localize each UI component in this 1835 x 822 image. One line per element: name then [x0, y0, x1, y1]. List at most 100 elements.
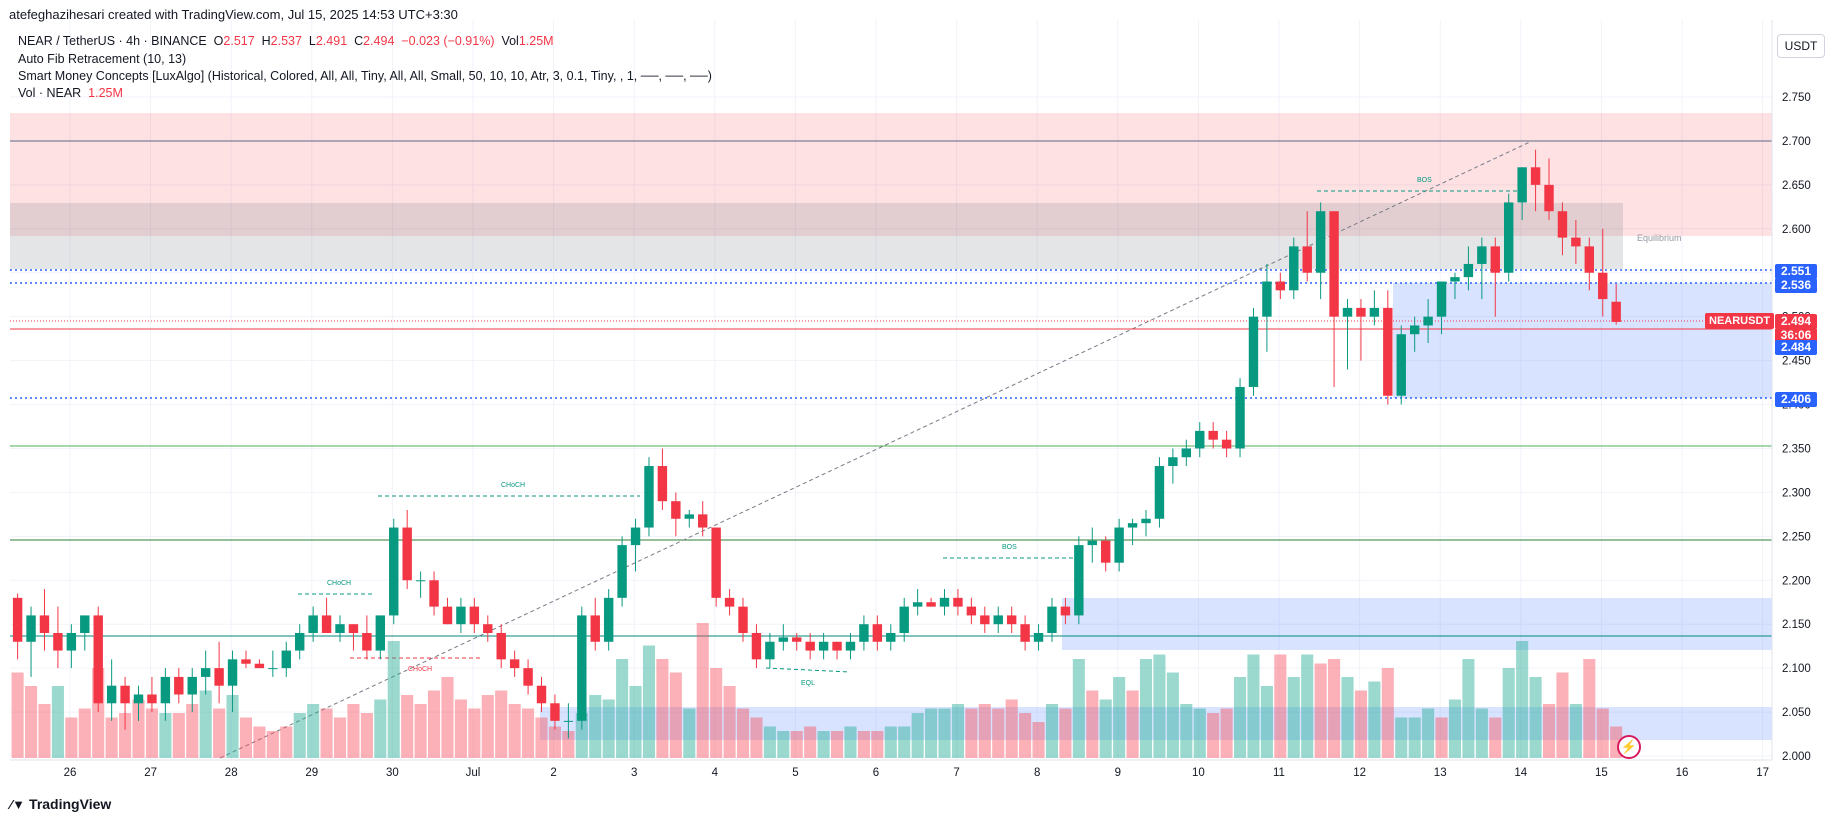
fib-trend-line	[219, 140, 1533, 759]
volume-bar	[1556, 672, 1569, 758]
volume-bar	[1139, 659, 1153, 758]
candle	[362, 615, 372, 660]
candle	[106, 659, 117, 721]
candle	[966, 597, 977, 625]
candle-body	[1315, 211, 1326, 273]
volume-bar	[1059, 708, 1072, 758]
candle	[66, 624, 77, 669]
candle	[711, 527, 721, 607]
y-tick-label: 2.750	[1782, 92, 1811, 104]
candle-body	[174, 676, 184, 695]
volume-bar	[723, 686, 736, 758]
candle	[1262, 263, 1272, 352]
candle	[1544, 158, 1554, 221]
x-tick-label: 4	[712, 767, 719, 779]
candle	[617, 536, 627, 607]
candle	[805, 632, 815, 660]
legend-symbol[interactable]: NEAR / TetherUS · 4h · BINANCE	[18, 34, 207, 48]
candle-body	[832, 641, 842, 651]
legend-vol: 1.25M	[518, 34, 554, 48]
volume-bar	[1368, 681, 1381, 758]
volume-bar	[871, 731, 884, 758]
volume-bar	[293, 713, 306, 758]
candle-body	[483, 624, 493, 633]
candle	[939, 589, 950, 616]
volume-bar	[522, 708, 535, 758]
volume-bar	[1542, 704, 1556, 758]
candle-body	[1101, 540, 1111, 563]
volume-bar	[642, 645, 656, 758]
volume-bar	[1569, 704, 1582, 758]
candle-body	[1490, 246, 1500, 273]
candle-body	[389, 527, 399, 616]
volume-bar	[763, 726, 776, 758]
candle	[1490, 237, 1500, 317]
x-tick-label: 11	[1273, 767, 1285, 779]
x-tick-label: 5	[792, 767, 798, 779]
candle	[536, 676, 547, 713]
volume-bar	[1529, 677, 1542, 758]
volume-bar	[51, 686, 64, 758]
candle	[1504, 193, 1514, 282]
volume-bar	[186, 704, 199, 758]
legend-fib[interactable]: Auto Fib Retracement (10, 13)	[18, 52, 187, 66]
candle	[1383, 290, 1393, 405]
volume-bar	[830, 731, 844, 758]
tradingview-footer[interactable]: ⁄▼ TradingView	[10, 796, 111, 812]
candle-body	[1262, 281, 1272, 317]
bos-label-2: BOS	[1002, 544, 1017, 551]
candle	[241, 650, 251, 669]
volume-bar	[132, 699, 145, 758]
volume-bar	[1489, 717, 1502, 758]
y-tick-label: 2.150	[1782, 619, 1811, 631]
volume-bar	[280, 726, 293, 758]
candle	[765, 632, 775, 669]
volume-bar	[696, 623, 709, 758]
lightning-icon[interactable]: ⚡	[1617, 735, 1641, 759]
legend-smc[interactable]: Smart Money Concepts [LuxAlgo] (Historic…	[18, 69, 712, 83]
candle-body	[496, 632, 506, 660]
demand-zone-mid	[1062, 598, 1772, 650]
x-tick-label: 17	[1756, 767, 1769, 779]
candle-body	[160, 676, 171, 704]
volume-bar	[925, 708, 938, 758]
volume-bar	[938, 708, 951, 758]
x-tick-label: 29	[305, 767, 318, 779]
candle	[496, 624, 506, 669]
candle	[1248, 307, 1259, 396]
candle	[53, 606, 63, 669]
y-tick-label: 2.000	[1782, 751, 1811, 763]
candle	[200, 650, 211, 695]
volume-bar	[656, 659, 669, 758]
volume-bar	[481, 695, 494, 758]
x-tick-label: 28	[225, 767, 238, 779]
volume-bar	[414, 704, 427, 758]
legend-volume[interactable]: Vol · NEAR 1.25M	[18, 86, 123, 100]
candle	[1369, 290, 1380, 326]
candle	[429, 571, 439, 616]
candle	[872, 615, 883, 651]
candle-body	[523, 668, 533, 686]
candle	[415, 571, 426, 598]
candle-body	[308, 615, 318, 633]
candle	[214, 641, 224, 704]
candle	[442, 597, 453, 625]
legend-high-label: H	[261, 34, 271, 48]
symbol-price-tag: NEARUSDT	[1705, 313, 1775, 329]
volume-bar	[978, 704, 991, 758]
candle	[1074, 536, 1084, 625]
volume-bar	[401, 695, 414, 758]
bos-label-1: BOS	[1417, 177, 1432, 184]
grid-lines	[10, 20, 1772, 760]
currency-unit-button[interactable]: USDT	[1777, 34, 1825, 58]
candle	[792, 632, 802, 651]
volume-bar	[1422, 708, 1435, 758]
candle	[1195, 422, 1205, 458]
volume-bar	[239, 717, 253, 758]
candle-body	[1087, 540, 1097, 546]
volume-bar	[965, 708, 978, 758]
candle	[1060, 597, 1071, 625]
candle-body	[227, 659, 238, 686]
candle	[147, 676, 157, 713]
